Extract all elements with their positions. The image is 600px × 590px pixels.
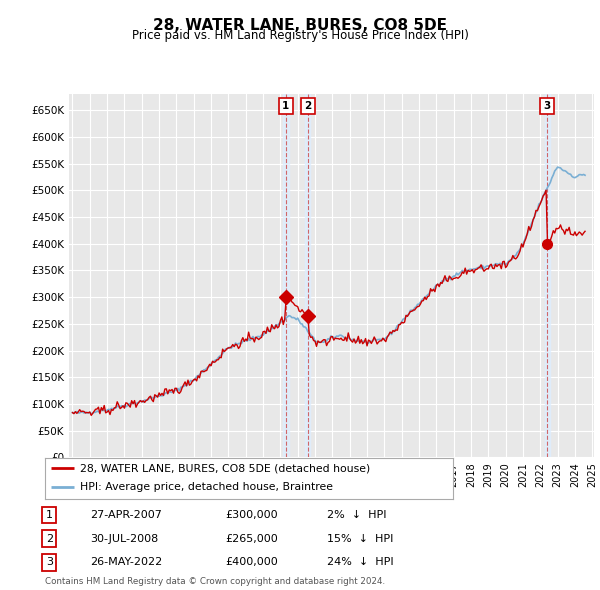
Text: 26-MAY-2022: 26-MAY-2022 (90, 558, 162, 567)
Text: HPI: Average price, detached house, Braintree: HPI: Average price, detached house, Brai… (80, 482, 332, 492)
Text: 30-JUL-2008: 30-JUL-2008 (90, 534, 158, 543)
Bar (545, 94, 550, 457)
Text: 27-APR-2007: 27-APR-2007 (90, 510, 162, 520)
Text: £300,000: £300,000 (225, 510, 278, 520)
Text: 28, WATER LANE, BURES, CO8 5DE (detached house): 28, WATER LANE, BURES, CO8 5DE (detached… (80, 464, 370, 473)
Text: 15%  ↓  HPI: 15% ↓ HPI (327, 534, 394, 543)
Text: 2: 2 (46, 534, 53, 543)
Text: Price paid vs. HM Land Registry's House Price Index (HPI): Price paid vs. HM Land Registry's House … (131, 30, 469, 42)
Text: 28, WATER LANE, BURES, CO8 5DE: 28, WATER LANE, BURES, CO8 5DE (153, 18, 447, 32)
Text: 2: 2 (304, 101, 311, 111)
Text: £265,000: £265,000 (225, 534, 278, 543)
Text: 1: 1 (46, 510, 53, 520)
Text: 24%  ↓  HPI: 24% ↓ HPI (327, 558, 394, 567)
Bar (283, 94, 289, 457)
Text: 3: 3 (46, 558, 53, 567)
Text: £400,000: £400,000 (225, 558, 278, 567)
Bar (305, 94, 310, 457)
Text: 2%  ↓  HPI: 2% ↓ HPI (327, 510, 386, 520)
Text: Contains HM Land Registry data © Crown copyright and database right 2024.: Contains HM Land Registry data © Crown c… (45, 577, 385, 586)
Text: 3: 3 (544, 101, 551, 111)
Text: 1: 1 (283, 101, 290, 111)
